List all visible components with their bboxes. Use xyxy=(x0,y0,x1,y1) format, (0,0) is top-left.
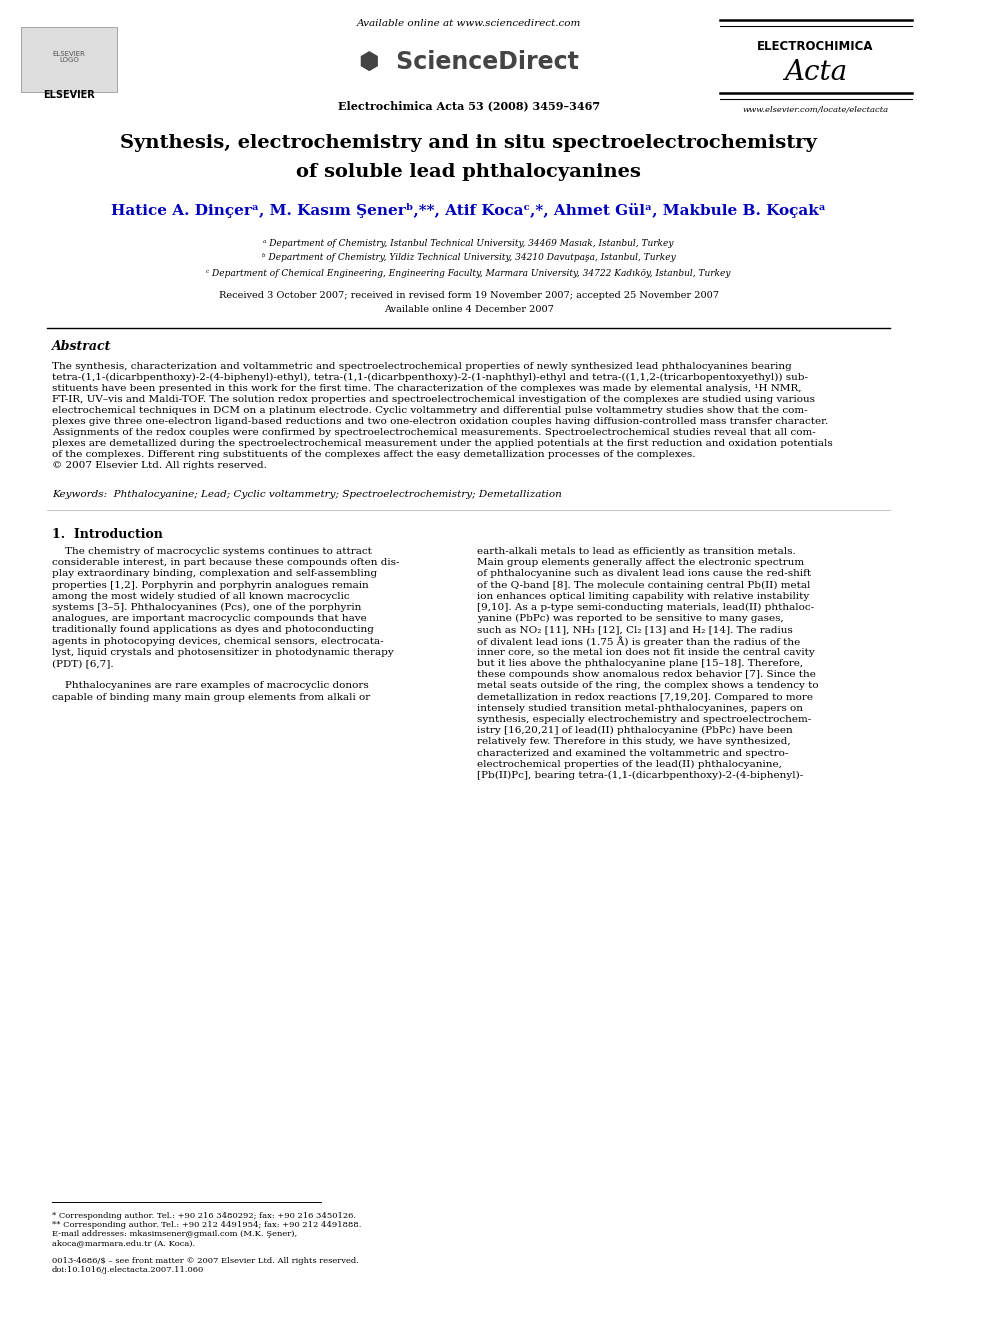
Text: E-mail addresses: mkasimsener@gmail.com (M.K. Şener),: E-mail addresses: mkasimsener@gmail.com … xyxy=(52,1230,297,1238)
Text: ** Corresponding author. Tel.: +90 212 4491954; fax: +90 212 4491888.: ** Corresponding author. Tel.: +90 212 4… xyxy=(52,1221,361,1229)
Text: ᵃ Department of Chemistry, Istanbul Technical University, 34469 Masıak, Istanbul: ᵃ Department of Chemistry, Istanbul Tech… xyxy=(264,238,674,247)
Text: Electrochimica Acta 53 (2008) 3459–3467: Electrochimica Acta 53 (2008) 3459–3467 xyxy=(337,101,600,111)
Text: Synthesis, electrochemistry and in situ spectroelectrochemistry: Synthesis, electrochemistry and in situ … xyxy=(120,134,817,152)
Text: * Corresponding author. Tel.: +90 216 3480292; fax: +90 216 3450126.: * Corresponding author. Tel.: +90 216 34… xyxy=(52,1212,356,1220)
Text: of soluble lead phthalocyanines: of soluble lead phthalocyanines xyxy=(297,163,641,181)
Text: Assignments of the redox couples were confirmed by spectroelectrochemical measur: Assignments of the redox couples were co… xyxy=(52,429,815,437)
Text: ELSEVIER: ELSEVIER xyxy=(43,90,95,101)
Text: capable of binding many main group elements from alkali or: capable of binding many main group eleme… xyxy=(52,693,370,701)
Text: 0013-4686/$ – see front matter © 2007 Elsevier Ltd. All rights reserved.: 0013-4686/$ – see front matter © 2007 El… xyxy=(52,1257,359,1265)
Text: yanine (PbPc) was reported to be sensitive to many gases,: yanine (PbPc) was reported to be sensiti… xyxy=(477,614,784,623)
Text: Main group elements generally affect the electronic spectrum: Main group elements generally affect the… xyxy=(477,558,805,568)
Text: considerable interest, in part because these compounds often dis-: considerable interest, in part because t… xyxy=(52,558,400,568)
Text: of the Q-band [8]. The molecule containing central Pb(II) metal: of the Q-band [8]. The molecule containi… xyxy=(477,581,810,590)
Text: of phthalocyanine such as divalent lead ions cause the red-shift: of phthalocyanine such as divalent lead … xyxy=(477,569,811,578)
Text: systems [3–5]. Phthalocyanines (Pcs), one of the porphyrin: systems [3–5]. Phthalocyanines (Pcs), on… xyxy=(52,603,361,613)
Text: Acta: Acta xyxy=(784,58,847,86)
Text: Phthalocyanines are rare examples of macrocyclic donors: Phthalocyanines are rare examples of mac… xyxy=(52,681,369,691)
Text: [Pb(II)Pc], bearing tetra-(1,1-(dicarbpenthoxy)-2-(4-biphenyl)-: [Pb(II)Pc], bearing tetra-(1,1-(dicarbpe… xyxy=(477,771,804,781)
Text: ᶜ Department of Chemical Engineering, Engineering Faculty, Marmara University, 3: ᶜ Department of Chemical Engineering, En… xyxy=(206,269,731,278)
Text: doi:10.1016/j.electacta.2007.11.060: doi:10.1016/j.electacta.2007.11.060 xyxy=(52,1266,204,1274)
Text: tetra-(1,1-(dicarbpenthoxy)-2-(4-biphenyl)-ethyl), tetra-(1,1-(dicarbpenthoxy)-2: tetra-(1,1-(dicarbpenthoxy)-2-(4-bipheny… xyxy=(52,373,807,382)
Text: 1.  Introduction: 1. Introduction xyxy=(52,528,163,541)
Text: earth-alkali metals to lead as efficiently as transition metals.: earth-alkali metals to lead as efficient… xyxy=(477,546,796,556)
Text: ELSEVIER
LOGO: ELSEVIER LOGO xyxy=(53,50,85,64)
Text: these compounds show anomalous redox behavior [7]. Since the: these compounds show anomalous redox beh… xyxy=(477,671,816,679)
Text: ᵇ Department of Chemistry, Yildiz Technical University, 34210 Davutpaşa, Istanbu: ᵇ Department of Chemistry, Yildiz Techni… xyxy=(262,254,676,262)
Text: ⬢  ScienceDirect: ⬢ ScienceDirect xyxy=(359,50,578,74)
Text: istry [16,20,21] of lead(II) phthalocyanine (PbPc) have been: istry [16,20,21] of lead(II) phthalocyan… xyxy=(477,726,793,736)
Text: such as NO₂ [11], NH₃ [12], Cl₂ [13] and H₂ [14]. The radius: such as NO₂ [11], NH₃ [12], Cl₂ [13] and… xyxy=(477,626,793,635)
Text: Keywords:  Phthalocyanine; Lead; Cyclic voltammetry; Spectroelectrochemistry; De: Keywords: Phthalocyanine; Lead; Cyclic v… xyxy=(52,490,561,499)
Text: synthesis, especially electrochemistry and spectroelectrochem-: synthesis, especially electrochemistry a… xyxy=(477,714,811,724)
Text: intensely studied transition metal-phthalocyanines, papers on: intensely studied transition metal-phtha… xyxy=(477,704,804,713)
Text: among the most widely studied of all known macrocyclic: among the most widely studied of all kno… xyxy=(52,591,349,601)
Text: Abstract: Abstract xyxy=(52,340,111,353)
Text: properties [1,2]. Porphyrin and porphyrin analogues remain: properties [1,2]. Porphyrin and porphyri… xyxy=(52,581,369,590)
Text: akoca@marmara.edu.tr (A. Koca).: akoca@marmara.edu.tr (A. Koca). xyxy=(52,1240,195,1248)
Text: The chemistry of macrocyclic systems continues to attract: The chemistry of macrocyclic systems con… xyxy=(52,546,372,556)
Text: (PDT) [6,7].: (PDT) [6,7]. xyxy=(52,659,114,668)
Text: Received 3 October 2007; received in revised form 19 November 2007; accepted 25 : Received 3 October 2007; received in rev… xyxy=(218,291,719,299)
Text: plexes give three one-electron ligand-based reductions and two one-electron oxid: plexes give three one-electron ligand-ba… xyxy=(52,417,828,426)
Text: but it lies above the phthalocyanine plane [15–18]. Therefore,: but it lies above the phthalocyanine pla… xyxy=(477,659,804,668)
Text: The synthesis, characterization and voltammetric and spectroelectrochemical prop: The synthesis, characterization and volt… xyxy=(52,363,792,370)
Text: Available online 4 December 2007: Available online 4 December 2007 xyxy=(384,304,554,314)
Text: FT-IR, UV–vis and Maldi-TOF. The solution redox properties and spectroelectroche: FT-IR, UV–vis and Maldi-TOF. The solutio… xyxy=(52,396,815,404)
Text: stituents have been presented in this work for the first time. The characterizat: stituents have been presented in this wo… xyxy=(52,384,802,393)
Text: play extraordinary binding, complexation and self-assembling: play extraordinary binding, complexation… xyxy=(52,569,377,578)
Text: © 2007 Elsevier Ltd. All rights reserved.: © 2007 Elsevier Ltd. All rights reserved… xyxy=(52,460,267,470)
Text: analogues, are important macrocyclic compounds that have: analogues, are important macrocyclic com… xyxy=(52,614,367,623)
Text: Available online at www.sciencedirect.com: Available online at www.sciencedirect.co… xyxy=(356,19,581,28)
Text: Hatice A. Dinçerᵃ, M. Kasım Şenerᵇ,**, Atif Kocaᶜ,*, Ahmet Gülᵃ, Makbule B. Koça: Hatice A. Dinçerᵃ, M. Kasım Şenerᵇ,**, A… xyxy=(111,202,826,217)
Text: metal seats outside of the ring, the complex shows a tendency to: metal seats outside of the ring, the com… xyxy=(477,681,818,691)
Text: of divalent lead ions (1.75 Å) is greater than the radius of the: of divalent lead ions (1.75 Å) is greate… xyxy=(477,636,801,647)
Text: inner core, so the metal ion does not fit inside the central cavity: inner core, so the metal ion does not fi… xyxy=(477,648,815,656)
Text: characterized and examined the voltammetric and spectro-: characterized and examined the voltammet… xyxy=(477,749,789,758)
Text: plexes are demetallized during the spectroelectrochemical measurement under the : plexes are demetallized during the spect… xyxy=(52,439,832,448)
Text: relatively few. Therefore in this study, we have synthesized,: relatively few. Therefore in this study,… xyxy=(477,737,791,746)
Text: demetallization in redox reactions [7,19,20]. Compared to more: demetallization in redox reactions [7,19… xyxy=(477,693,813,701)
Text: traditionally found applications as dyes and photoconducting: traditionally found applications as dyes… xyxy=(52,626,374,635)
Text: ion enhances optical limiting capability with relative instability: ion enhances optical limiting capability… xyxy=(477,591,809,601)
Text: lyst, liquid crystals and photosensitizer in photodynamic therapy: lyst, liquid crystals and photosensitize… xyxy=(52,648,394,656)
Text: agents in photocopying devices, chemical sensors, electrocata-: agents in photocopying devices, chemical… xyxy=(52,636,384,646)
FancyBboxPatch shape xyxy=(21,26,117,93)
Text: electrochemical properties of the lead(II) phthalocyanine,: electrochemical properties of the lead(I… xyxy=(477,759,782,769)
Text: electrochemical techniques in DCM on a platinum electrode. Cyclic voltammetry an: electrochemical techniques in DCM on a p… xyxy=(52,406,807,415)
Text: www.elsevier.com/locate/electacta: www.elsevier.com/locate/electacta xyxy=(742,106,889,114)
Text: ELECTROCHIMICA: ELECTROCHIMICA xyxy=(757,40,874,53)
Text: of the complexes. Different ring substituents of the complexes affect the easy d: of the complexes. Different ring substit… xyxy=(52,450,695,459)
Text: [9,10]. As a p-type semi-conducting materials, lead(II) phthaloc-: [9,10]. As a p-type semi-conducting mate… xyxy=(477,603,814,613)
